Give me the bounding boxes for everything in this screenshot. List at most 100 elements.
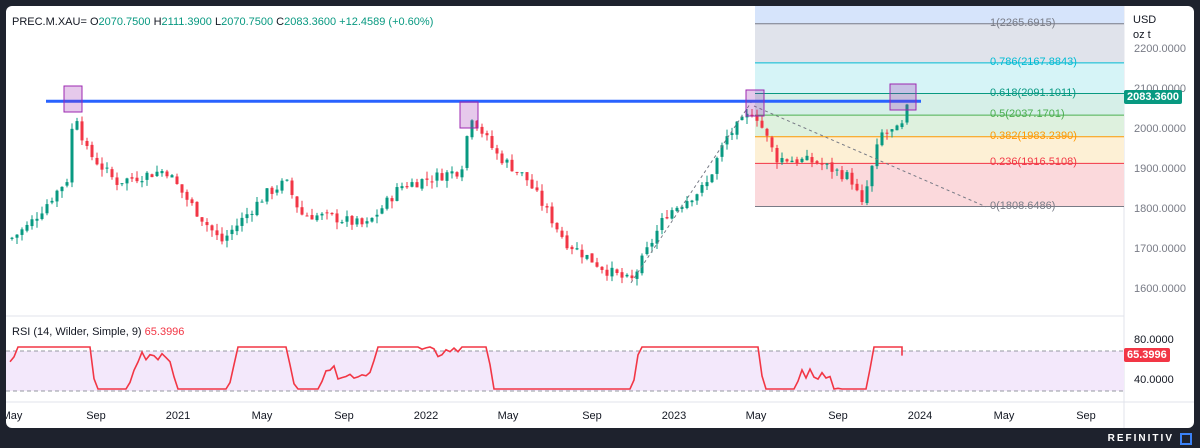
- highlight-box-3[interactable]: [889, 83, 917, 111]
- fib-level-label-0: 1(2265.6915): [990, 16, 1056, 29]
- candle-body: [610, 267, 614, 277]
- candle-body: [870, 165, 874, 187]
- candle-body: [790, 160, 794, 163]
- candle-body: [415, 182, 419, 188]
- candle-body: [360, 218, 364, 225]
- candle-body: [10, 237, 14, 239]
- candle-body: [25, 224, 29, 231]
- candle-body: [510, 159, 514, 172]
- candle-body: [335, 213, 339, 223]
- ohlc-header: PREC.M.XAU= O2070.7500 H2111.3900 L2070.…: [12, 16, 434, 28]
- candle-body: [345, 216, 349, 222]
- candle-body: [540, 190, 544, 206]
- candle-body: [65, 182, 69, 186]
- candle-body: [375, 214, 379, 217]
- candle-body: [390, 198, 394, 202]
- trend-line-up[interactable]: [630, 97, 755, 284]
- fib-zone-4: [755, 136, 1124, 164]
- candle-body: [230, 229, 234, 235]
- candle-body: [485, 133, 489, 136]
- candle-body: [885, 132, 889, 134]
- price-tick-4: 1800.0000: [1134, 203, 1186, 215]
- candle-body: [765, 128, 769, 136]
- footer-bar: REFINITIV: [0, 430, 1200, 448]
- candle-body: [315, 215, 319, 221]
- price-unit-label-2: oz t: [1133, 29, 1151, 41]
- candle-body: [875, 144, 879, 167]
- candle-body: [175, 176, 179, 185]
- candle-body: [165, 171, 169, 177]
- fib-zone-5: [755, 163, 1124, 207]
- candle-body: [695, 194, 699, 201]
- candle-body: [460, 169, 464, 178]
- symbol-label[interactable]: PREC.M.XAU=: [12, 16, 87, 28]
- candle-body: [155, 171, 159, 177]
- candle-body: [75, 121, 79, 130]
- candle-body: [890, 129, 894, 132]
- candle-body: [90, 144, 94, 158]
- candle-body: [565, 235, 569, 249]
- fib-level-label-1: 0.786(2167.8843): [990, 55, 1077, 68]
- candle-body: [780, 157, 784, 163]
- candle-body: [820, 163, 824, 165]
- time-label-3: May: [251, 410, 273, 422]
- candle-body: [265, 188, 269, 202]
- candle-body: [670, 210, 674, 219]
- candle-body: [100, 163, 104, 170]
- candle-body: [250, 213, 254, 215]
- candle-body: [410, 182, 414, 187]
- low-value: 2070.7500: [221, 16, 274, 28]
- candle-body: [770, 137, 774, 148]
- candle-body: [625, 274, 629, 277]
- candle-body: [785, 159, 789, 162]
- candle-body: [195, 201, 199, 217]
- current-price-tag: 2083.3600: [1124, 90, 1182, 104]
- highlight-box-2[interactable]: [745, 89, 765, 117]
- rsi-label[interactable]: RSI (14, Wilder, Simple, 9): [12, 326, 142, 338]
- open-value: 2070.7500: [98, 16, 151, 28]
- candle-body: [690, 200, 694, 203]
- candle-body: [845, 172, 849, 179]
- time-label-12: May: [993, 410, 1015, 422]
- fib-zone-2: [755, 93, 1124, 116]
- candle-body: [130, 177, 134, 179]
- candle-body: [760, 120, 764, 128]
- candle-body: [710, 174, 714, 183]
- fib-level-label-2: 0.618(2091.1011): [990, 86, 1077, 99]
- candle-body: [675, 207, 679, 211]
- fib-level-label-4: 0.382(1983.2390): [990, 129, 1077, 142]
- candle-body: [700, 184, 704, 193]
- time-label-2: 2021: [165, 410, 191, 422]
- price-tick-2: 2000.0000: [1134, 123, 1186, 135]
- candle-body: [220, 233, 224, 242]
- candle-body: [270, 187, 274, 194]
- time-label-5: 2022: [413, 410, 439, 422]
- candle-body: [170, 175, 174, 178]
- rsi-line[interactable]: [9, 346, 903, 390]
- highlight-box-0[interactable]: [63, 85, 83, 113]
- candle-body: [515, 171, 519, 173]
- candle-body: [525, 172, 529, 181]
- trend-line-down[interactable]: [753, 105, 987, 208]
- candle-body: [865, 186, 869, 204]
- candle-body: [805, 155, 809, 161]
- candle-body: [855, 183, 859, 191]
- candle-body: [140, 181, 144, 183]
- candle-body: [60, 186, 64, 192]
- candle-body: [330, 212, 334, 215]
- price-chart[interactable]: [6, 6, 1194, 428]
- candle-body: [730, 133, 734, 135]
- candle-body: [430, 181, 434, 183]
- time-label-13: Sep: [1076, 410, 1096, 422]
- time-label-9: May: [745, 410, 767, 422]
- candle-body: [125, 178, 129, 184]
- candle-body: [735, 121, 739, 135]
- candle-body: [70, 128, 74, 183]
- price-tick-0: 2200.0000: [1134, 43, 1186, 55]
- candle-body: [310, 215, 314, 220]
- candle-body: [900, 123, 904, 128]
- candle-body: [650, 242, 654, 247]
- highlight-box-1[interactable]: [459, 101, 479, 129]
- candle-body: [905, 104, 909, 123]
- rsi-value-tag: 65.3996: [1124, 348, 1170, 362]
